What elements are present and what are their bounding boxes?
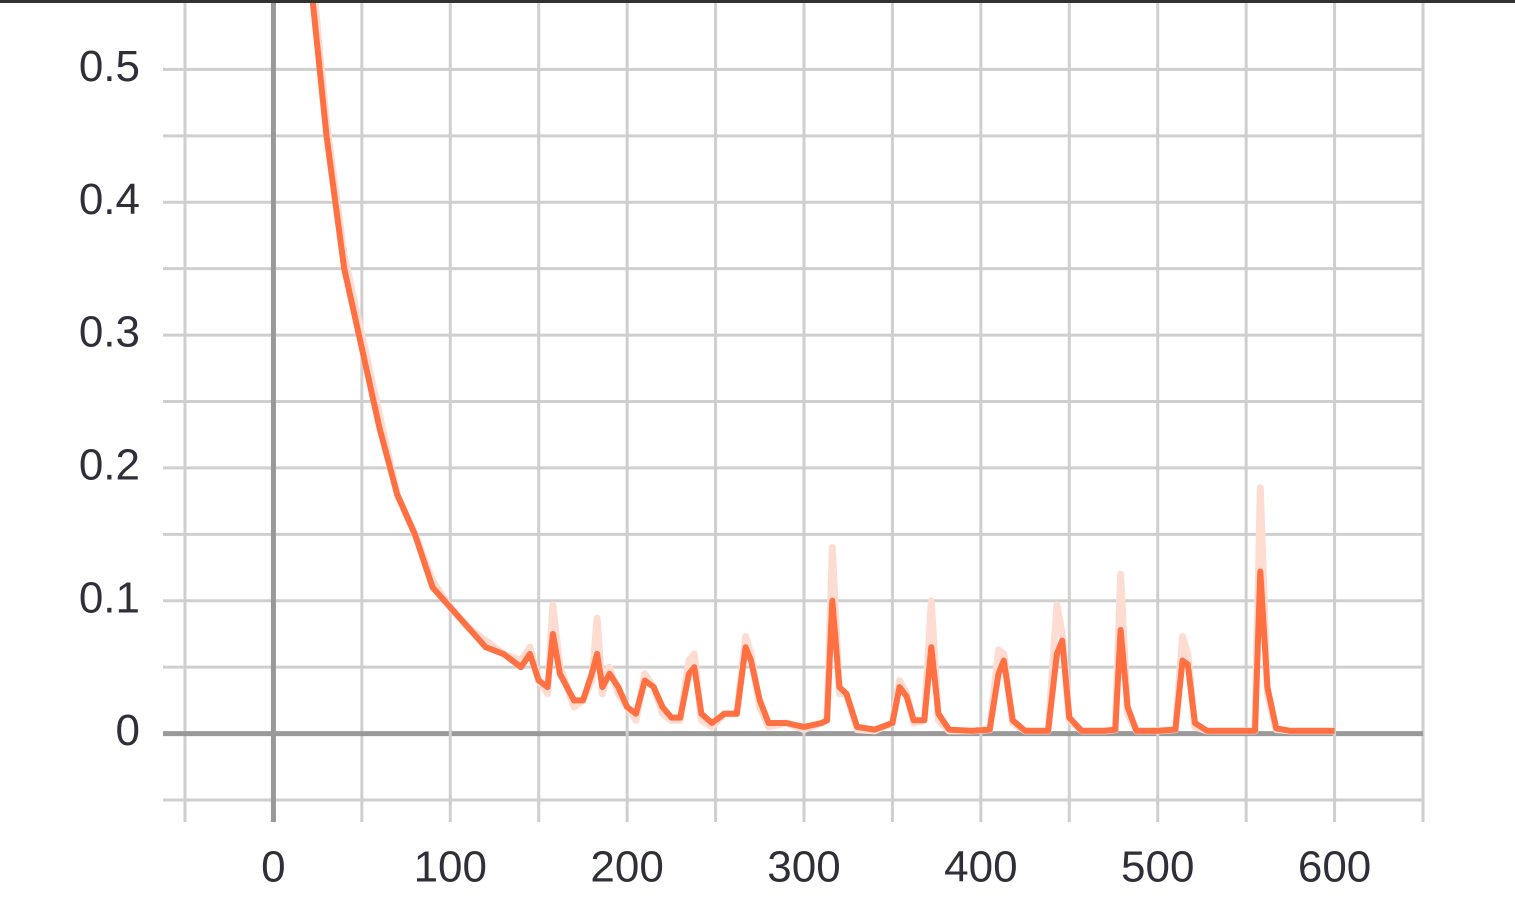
x-tick-label: 0: [261, 843, 285, 892]
x-tick-label: 600: [1298, 843, 1371, 892]
smoothed-line: [309, 3, 1335, 734]
y-tick-label: 0.2: [79, 441, 140, 490]
y-tick-label: 0.1: [79, 573, 140, 622]
y-tick-label: 0: [116, 706, 140, 755]
y-tick-label: 0.5: [79, 42, 140, 91]
x-tick-label: 500: [1121, 843, 1194, 892]
x-tick-label: 200: [590, 843, 663, 892]
y-tick-label: 0.3: [79, 308, 140, 357]
y-tick-label: 0.4: [79, 175, 140, 224]
x-tick-label: 400: [944, 843, 1017, 892]
x-tick-label: 100: [414, 843, 487, 892]
x-tick-label: 300: [767, 843, 840, 892]
